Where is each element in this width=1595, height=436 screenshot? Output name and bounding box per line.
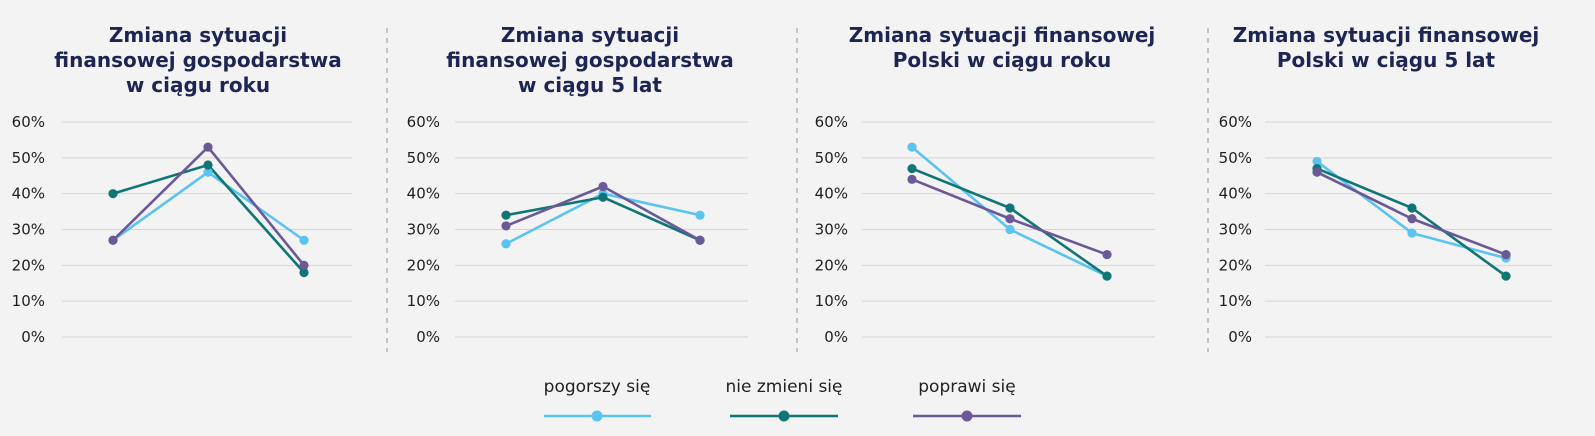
data-point bbox=[1407, 214, 1417, 224]
y-tick-label: 30% bbox=[12, 221, 45, 239]
series-line bbox=[505, 195, 701, 242]
y-tick-label: 30% bbox=[815, 221, 848, 239]
chart-title-line: Zmiana sytuacji bbox=[109, 23, 287, 47]
legend-item: nie zmieni się bbox=[726, 377, 843, 422]
series-line bbox=[1316, 170, 1507, 256]
data-point bbox=[1005, 203, 1015, 213]
data-point bbox=[203, 142, 213, 152]
y-tick-label: 30% bbox=[1219, 221, 1252, 239]
y-tick-label: 10% bbox=[1219, 292, 1252, 310]
legend: pogorszy się nie zmieni się poprawi się bbox=[544, 377, 1021, 422]
legend-label: poprawi się bbox=[918, 377, 1015, 397]
data-point bbox=[907, 142, 917, 152]
data-point bbox=[1407, 203, 1417, 213]
data-point bbox=[1102, 271, 1112, 281]
data-point bbox=[1407, 228, 1417, 238]
y-tick-label: 20% bbox=[815, 256, 848, 274]
chart-title-line: Zmiana sytuacji finansowej bbox=[849, 23, 1156, 47]
y-tick-label: 40% bbox=[407, 185, 440, 203]
data-point bbox=[203, 167, 213, 177]
y-tick-label: 50% bbox=[1219, 149, 1252, 167]
legend-label: nie zmieni się bbox=[726, 377, 843, 397]
chart-title-line: finansowej gospodarstwa bbox=[446, 48, 733, 72]
y-tick-label: 10% bbox=[12, 292, 45, 310]
data-point bbox=[108, 235, 118, 245]
data-point bbox=[1312, 156, 1322, 167]
data-point bbox=[299, 235, 309, 245]
data-point bbox=[203, 160, 213, 170]
data-point bbox=[299, 260, 309, 270]
data-point bbox=[299, 267, 309, 278]
y-tick-label: 40% bbox=[12, 185, 45, 203]
data-point bbox=[108, 189, 118, 199]
data-point bbox=[598, 192, 608, 202]
y-tick-label: 40% bbox=[1219, 185, 1252, 203]
chart-title-line: Polski w ciągu roku bbox=[893, 48, 1112, 72]
legend-marker bbox=[961, 410, 973, 422]
y-tick-label: 20% bbox=[407, 256, 440, 274]
legend-marker bbox=[778, 410, 790, 422]
y-tick-label: 10% bbox=[815, 292, 848, 310]
data-point bbox=[501, 221, 511, 231]
y-tick-label: 0% bbox=[416, 328, 440, 346]
chart-title-line: finansowej gospodarstwa bbox=[54, 48, 341, 72]
data-point bbox=[501, 239, 511, 249]
y-tick-label: 0% bbox=[824, 328, 848, 346]
data-point bbox=[695, 210, 705, 220]
legend-item: poprawi się bbox=[913, 377, 1021, 422]
legend-label: pogorszy się bbox=[544, 377, 651, 397]
chart-title-line: Zmiana sytuacji finansowej bbox=[1233, 23, 1540, 47]
y-tick-label: 60% bbox=[407, 113, 440, 131]
y-tick-label: 60% bbox=[815, 113, 848, 131]
chart-title-line: w ciągu 5 lat bbox=[518, 73, 662, 97]
chart-title-line: Polski w ciągu 5 lat bbox=[1277, 48, 1496, 72]
y-tick-label: 50% bbox=[407, 149, 440, 167]
legend-item: pogorszy się bbox=[544, 377, 651, 422]
chart-title-line: Zmiana sytuacji bbox=[501, 23, 679, 47]
data-point bbox=[907, 163, 917, 174]
data-point bbox=[1102, 249, 1112, 260]
data-point bbox=[501, 210, 511, 220]
y-tick-label: 0% bbox=[21, 328, 45, 346]
data-point bbox=[1501, 249, 1511, 260]
legend-marker bbox=[591, 410, 603, 422]
data-point bbox=[1005, 224, 1015, 235]
y-tick-label: 60% bbox=[12, 113, 45, 131]
y-tick-label: 20% bbox=[12, 256, 45, 274]
y-tick-label: 40% bbox=[815, 185, 848, 203]
data-point bbox=[598, 181, 608, 192]
y-tick-label: 20% bbox=[1219, 256, 1252, 274]
data-point bbox=[1501, 271, 1511, 281]
y-tick-label: 50% bbox=[815, 149, 848, 167]
y-tick-label: 50% bbox=[12, 149, 45, 167]
data-point bbox=[695, 235, 705, 245]
y-tick-label: 60% bbox=[1219, 113, 1252, 131]
y-tick-label: 0% bbox=[1228, 328, 1252, 346]
y-tick-label: 30% bbox=[407, 221, 440, 239]
chart-title-line: w ciągu roku bbox=[126, 73, 270, 97]
data-point bbox=[1005, 214, 1015, 224]
data-point bbox=[1312, 167, 1322, 177]
data-point bbox=[907, 174, 917, 184]
y-tick-label: 10% bbox=[407, 292, 440, 310]
